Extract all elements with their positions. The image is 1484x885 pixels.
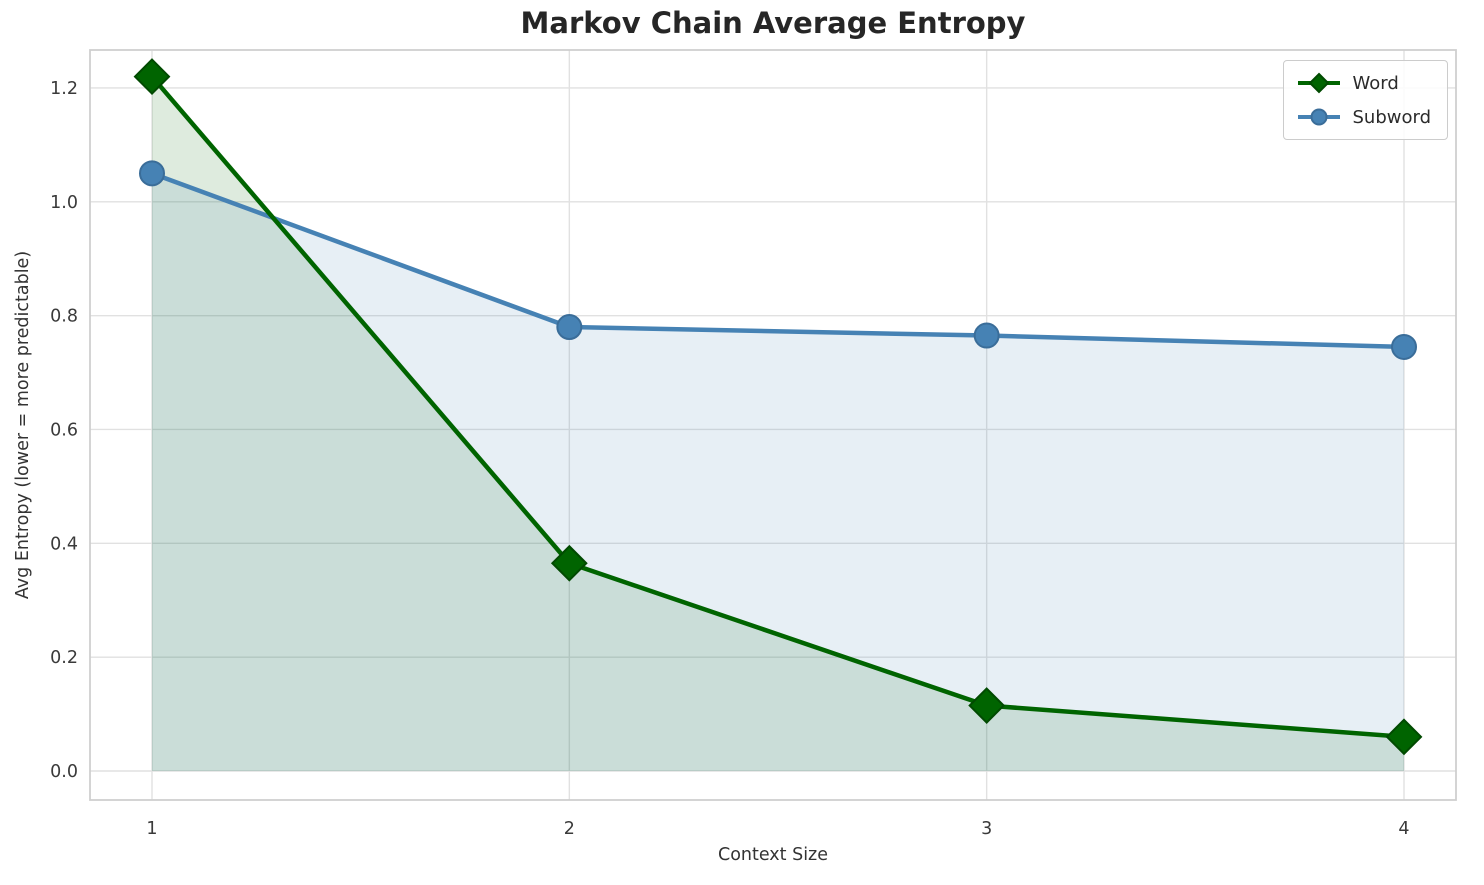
legend-label: Subword: [1352, 106, 1431, 128]
y-tick-label: 0.2: [50, 648, 78, 668]
x-tick-label: 1: [146, 819, 157, 839]
diamond-marker: [1385, 718, 1423, 756]
circle-marker: [1391, 333, 1417, 360]
plot-border: [89, 49, 1457, 801]
series-line-subword: [149, 171, 1407, 350]
circle-marker: [1310, 108, 1328, 126]
area-fill-subword: [152, 173, 1404, 772]
circle-marker: [139, 160, 165, 187]
y-tick-label: 1.2: [50, 79, 78, 99]
x-tick-label: 2: [564, 819, 575, 839]
legend-item-subword: Subword: [1296, 105, 1431, 129]
legend-item-word: Word: [1296, 71, 1431, 95]
plot-background: [90, 50, 1456, 800]
legend-label: Word: [1352, 72, 1399, 94]
circle-legend-icon: [1298, 108, 1341, 126]
x-axis-label: Context Size: [717, 845, 829, 865]
series-line-word: [149, 74, 1407, 740]
x-tick-label: 3: [981, 819, 992, 839]
chart-title: Markov Chain Average Entropy: [520, 6, 1026, 40]
circle-marker: [973, 322, 1000, 349]
diamond-legend-icon: [1298, 72, 1341, 94]
diamond-marker: [133, 58, 171, 95]
y-tick-label: 0.0: [50, 762, 78, 782]
y-tick-label: 0.6: [50, 420, 78, 440]
diamond-marker: [968, 687, 1006, 724]
x-tick-label: 4: [1398, 819, 1409, 839]
circle-marker: [556, 314, 583, 341]
area-fill-word: [152, 76, 1404, 772]
legend: Word Subword: [1283, 60, 1448, 140]
y-tick-label: 0.4: [50, 534, 78, 554]
diamond-marker: [1309, 72, 1330, 94]
diamond-marker: [550, 544, 588, 582]
y-tick-label: 0.8: [50, 307, 78, 327]
y-tick-label: 1.0: [50, 193, 78, 213]
